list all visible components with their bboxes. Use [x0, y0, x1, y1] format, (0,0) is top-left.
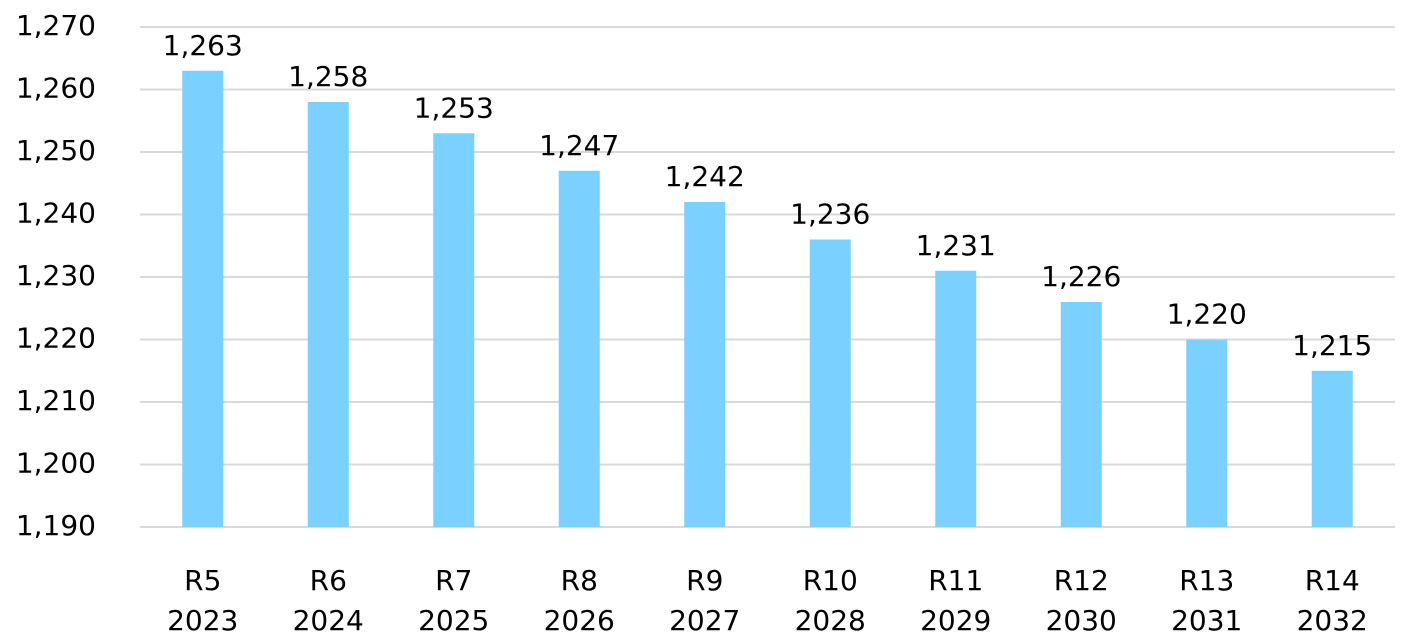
x-tick-label: R10 [803, 564, 858, 597]
y-tick-label: 1,240 [16, 197, 96, 230]
data-label: 1,258 [288, 60, 368, 93]
data-labels: 1,263 1,258 1,253 1,247 1,242 1,236 1,231 1,226… [163, 29, 1373, 362]
x-tick-label: 2030 [1046, 604, 1117, 637]
y-tick-label: 1,200 [16, 447, 96, 480]
x-tick-label: 2027 [669, 604, 740, 637]
x-tick-label: R8 [561, 564, 598, 597]
data-label: 1,231 [916, 229, 996, 262]
x-tick-label: 2023 [167, 604, 238, 637]
bar [1311, 370, 1353, 527]
data-label: 1,220 [1167, 298, 1247, 331]
x-tick-label: 2029 [920, 604, 991, 637]
x-tick-label: R12 [1054, 564, 1109, 597]
y-tick-label: 1,230 [16, 259, 96, 292]
bar [935, 270, 977, 527]
x-tick-label: 2025 [418, 604, 489, 637]
data-label: 1,215 [1292, 329, 1372, 362]
y-tick-label: 1,190 [16, 509, 96, 542]
y-tick-label: 1,250 [16, 134, 96, 167]
bar [809, 239, 851, 527]
bar [307, 102, 349, 527]
x-tick-label: 2028 [795, 604, 866, 637]
y-tick-label: 1,220 [16, 322, 96, 355]
data-label: 1,247 [539, 129, 619, 162]
bars [182, 70, 1353, 527]
x-tick-label: 2024 [293, 604, 364, 637]
x-tick-label: R13 [1179, 564, 1234, 597]
x-tick-label: R14 [1305, 564, 1360, 597]
bar [433, 133, 475, 527]
data-label: 1,263 [163, 29, 243, 62]
x-tick-label: R9 [686, 564, 723, 597]
y-tick-label: 1,260 [16, 72, 96, 105]
bar [684, 202, 726, 527]
bar [1060, 302, 1102, 527]
data-label: 1,236 [790, 198, 870, 231]
data-label: 1,226 [1041, 260, 1121, 293]
x-tick-label: 2031 [1171, 604, 1242, 637]
data-label: 1,253 [414, 91, 494, 124]
x-tick-label: R5 [184, 564, 221, 597]
bar [1186, 339, 1228, 527]
x-tick-label: R11 [928, 564, 983, 597]
bar [182, 70, 224, 527]
x-tick-label: R6 [310, 564, 347, 597]
x-axis-ticks: R5 2023 R6 2024 R7 2025 R8 2026 R9 2027 R10 2028 R11… [167, 564, 1368, 637]
x-tick-label: 2032 [1297, 604, 1368, 637]
data-label: 1,242 [665, 160, 745, 193]
gridlines [140, 26, 1395, 528]
y-axis-ticks: 1,190 1,200 1,210 1,220 1,230 1,240 1,250 1,260… [16, 9, 96, 542]
x-tick-label: 2026 [544, 604, 615, 637]
bar [558, 170, 600, 527]
y-tick-label: 1,210 [16, 384, 96, 417]
x-tick-label: R7 [435, 564, 472, 597]
y-tick-label: 1,270 [16, 9, 96, 42]
